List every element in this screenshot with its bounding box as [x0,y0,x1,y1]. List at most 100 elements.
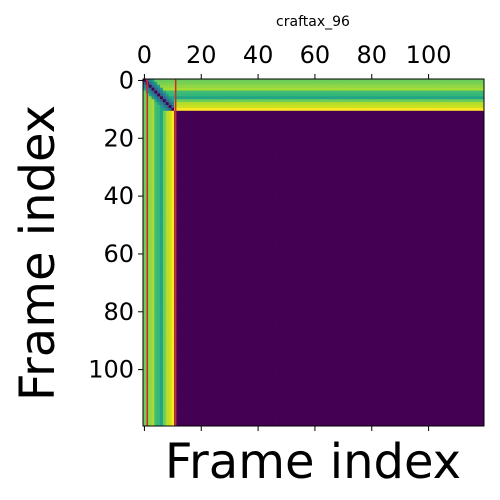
heatmap-cell [432,93,437,97]
heatmap-cell [464,154,468,158]
heatmap-cell [256,131,260,135]
heatmap-cell [219,177,223,181]
heatmap-cell [350,154,354,158]
heatmap-cell [199,177,204,181]
heatmap-cell [293,188,297,193]
heatmap-cell [290,131,294,135]
heatmap-cell [245,174,249,178]
heatmap-cell [307,188,312,193]
heatmap-cell [447,107,451,112]
heatmap-cell [361,168,365,172]
heatmap-cell [404,154,408,158]
heatmap-cell [404,139,408,143]
heatmap-cell [259,128,263,132]
heatmap-cell [168,142,172,146]
heatmap-cell [222,125,226,129]
heatmap-cell [469,154,473,158]
heatmap-cell [418,157,422,161]
heatmap-cell [347,110,351,115]
heatmap-cell [449,188,454,193]
heatmap-cell [347,185,351,190]
heatmap-cell [330,142,334,146]
heatmap-cell [177,194,181,198]
heatmap-cell [219,197,223,201]
heatmap-cell [339,157,343,161]
heatmap-cell [191,81,195,86]
heatmap-cell [253,159,258,164]
heatmap-cell [236,168,240,172]
heatmap-cell [438,165,442,169]
heatmap-cell [373,90,377,94]
heatmap-cell [435,159,439,164]
heatmap-cell [290,139,294,143]
heatmap-cell [339,93,343,97]
heatmap-cell [228,174,232,178]
heatmap-cell [302,119,306,123]
heatmap-cell [233,105,238,109]
heatmap-cell [358,107,363,112]
heatmap-cell [179,188,184,193]
heatmap-cell [384,180,388,184]
heatmap-cell [339,87,343,91]
heatmap-cell [449,107,454,112]
heatmap-cell [404,180,408,184]
heatmap-cell [282,168,286,172]
heatmap-cell [412,87,417,91]
heatmap-cell [239,197,243,201]
heatmap-cell [313,145,317,149]
heatmap-cell [228,110,232,115]
heatmap-cell [160,180,164,184]
heatmap-cell [273,142,277,146]
heatmap-cell [310,142,314,146]
heatmap-cell [188,84,192,89]
heatmap-cell [412,194,417,198]
heatmap-cell [415,128,419,132]
heatmap-cell [233,107,238,112]
heatmap-cell [242,177,246,181]
heatmap-cell [339,168,343,172]
heatmap-cell [143,157,147,161]
heatmap-cell [179,102,184,106]
heatmap-cell [390,87,394,91]
heatmap-cell [151,168,155,172]
heatmap-cell [225,177,229,181]
heatmap-cell [202,107,206,112]
heatmap-cell [157,154,161,158]
heatmap-cell [205,145,209,149]
heatmap-cell [265,188,269,193]
heatmap-cell [407,96,411,100]
heatmap-cell [293,168,297,172]
heatmap-cell [287,157,292,161]
heatmap-cell [168,171,172,175]
heatmap-cell [285,84,289,89]
heatmap-cell [356,110,360,115]
heatmap-cell [268,122,272,126]
heatmap-cell [378,162,383,167]
heatmap-cell [347,122,351,126]
heatmap-cell [466,116,471,120]
heatmap-cell [393,131,397,135]
heatmap-cell [162,159,167,164]
heatmap-cell [330,194,334,198]
heatmap-cell [466,133,471,138]
heatmap-cell [273,139,277,143]
heatmap-cell [310,197,314,201]
heatmap-cell [171,165,175,169]
heatmap-cell [250,145,255,149]
heatmap-cell [214,168,218,172]
heatmap-cell [205,119,209,123]
heatmap-cell [265,105,269,109]
heatmap-cell [202,79,206,83]
heatmap-cell [322,162,326,167]
heatmap-cell [378,128,383,132]
heatmap-cell [356,171,360,175]
heatmap-cell [214,128,218,132]
heatmap-cell [424,180,428,184]
heatmap-cell [339,162,343,167]
heatmap-cell [415,87,419,91]
heatmap-cell [231,145,235,149]
heatmap-cell [233,110,238,115]
heatmap-cell [353,171,357,175]
heatmap-cell [287,194,292,198]
heatmap-cell [447,99,451,103]
